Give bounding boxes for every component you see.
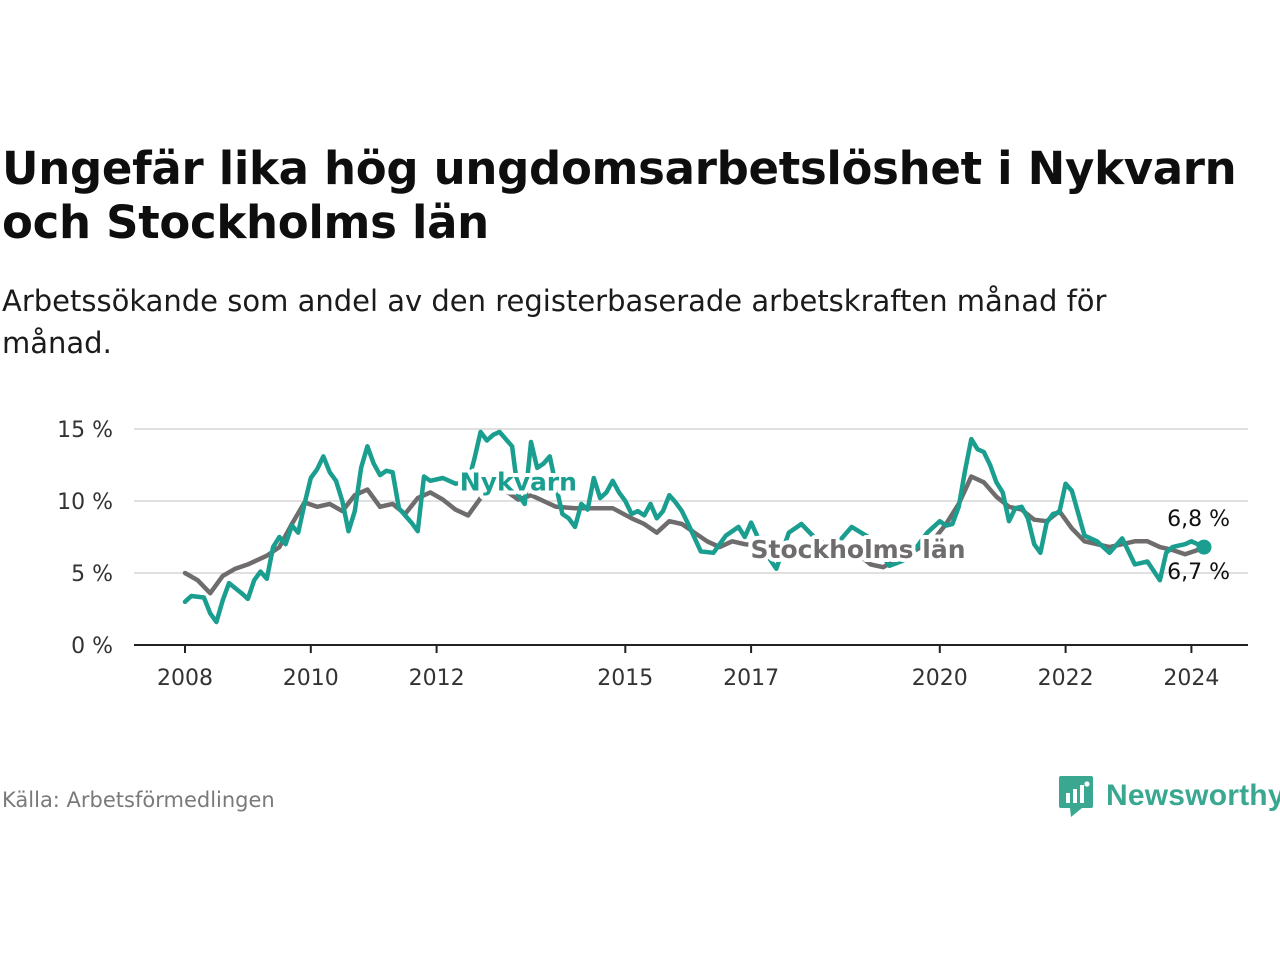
grid-lines bbox=[134, 428, 1248, 574]
end-point bbox=[1196, 539, 1212, 555]
series-group: 6,8 % 6,7 % bbox=[182, 429, 1230, 625]
chart-title: Ungefär lika hög ungdomsarbetslöshet i N… bbox=[2, 142, 1237, 249]
x-tick-label: 2012 bbox=[409, 666, 465, 691]
x-tick-label: 2008 bbox=[157, 666, 213, 691]
x-tick-label: 2024 bbox=[1163, 666, 1219, 691]
annotation-nykvarn: Nykvarn bbox=[460, 467, 577, 496]
y-axis: 0 % 5 % 10 % 15 % bbox=[57, 418, 113, 659]
x-tick-label: 2010 bbox=[283, 666, 339, 691]
newsworthy-logo-icon bbox=[1059, 776, 1093, 817]
line-chart: 0 %5 %10 %15 % 2008 2010 2012 2015 2017 2020 2… bbox=[57, 418, 1248, 691]
y-tick-label: 15 % bbox=[57, 418, 113, 443]
chart-subtitle: Arbetssökande som andel av den registerb… bbox=[2, 284, 1107, 360]
y-tick-label: 0 % bbox=[71, 634, 113, 659]
x-tick-label: 2022 bbox=[1038, 666, 1094, 691]
end-label-stockholm: 6,7 % bbox=[1167, 560, 1230, 585]
series-line-nykvarn bbox=[182, 429, 1207, 625]
source-note: Källa: Arbetsförmedlingen bbox=[2, 788, 275, 812]
y-tick-label: 10 % bbox=[57, 490, 113, 515]
x-tick-label: 2020 bbox=[912, 666, 968, 691]
x-axis: 2008 2010 2012 2015 2017 2020 2022 2024 bbox=[134, 644, 1248, 691]
y-tick-label: 5 % bbox=[71, 562, 113, 587]
brand-logo[interactable]: Newsworthy bbox=[1058, 772, 1280, 820]
x-tick-label: 2015 bbox=[597, 666, 653, 691]
end-label-nykvarn: 6,8 % bbox=[1167, 507, 1230, 532]
annotation-halo-stockholms-l-n: Stockholms län bbox=[751, 535, 966, 564]
brand-name: Newsworthy bbox=[1106, 779, 1280, 812]
annotation-halo-nykvarn: Nykvarn bbox=[460, 467, 577, 496]
annotation-stockholms-l-n: Stockholms län bbox=[751, 535, 966, 564]
x-tick-label: 2017 bbox=[723, 666, 779, 691]
